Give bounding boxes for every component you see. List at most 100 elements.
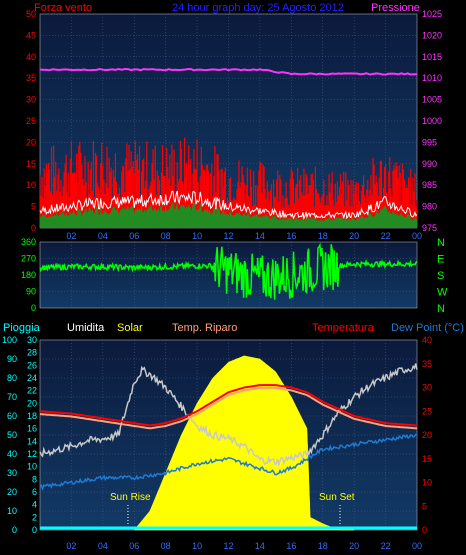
pressure-y-tick-label: 1010 — [422, 73, 442, 83]
compass-label: N — [437, 303, 445, 315]
wind-y-tick-label: 30 — [26, 95, 36, 105]
temperature-y-tick-label: 20 — [422, 430, 432, 440]
temperature-y-tick-label: 35 — [422, 359, 432, 369]
pressure-y-tick-label: 1020 — [422, 30, 442, 40]
rain-y-tick-label: 0 — [32, 525, 37, 535]
humidity-y-tick-label: 20 — [7, 487, 17, 497]
legend-rain: Pioggia — [3, 322, 41, 334]
dew-point-line — [39, 433, 418, 492]
x-tick-label-top: 10 — [192, 231, 202, 241]
humidity-y-tick-label: 90 — [7, 354, 17, 364]
wind-direction-line — [39, 242, 418, 300]
rain-y-tick-label: 12 — [27, 449, 37, 459]
x-tick-label-bottom: 02 — [66, 541, 76, 551]
rain-y-tick-label: 2 — [32, 512, 37, 522]
temperature-y-tick-label: 30 — [422, 383, 432, 393]
x-tick-label-top: 18 — [318, 231, 328, 241]
wind-y-tick-label: 45 — [26, 30, 36, 40]
rain-y-tick-label: 8 — [32, 474, 37, 484]
wind-y-tick-label: 5 — [31, 202, 36, 212]
temperature-y-tick-label: 40 — [422, 335, 432, 345]
sunrise-label: Sun Rise — [110, 492, 151, 503]
x-tick-label-bottom: 06 — [129, 541, 139, 551]
humidity-y-tick-label: 80 — [7, 373, 17, 383]
humidity-y-tick-label: 70 — [7, 392, 17, 402]
temperature-y-tick-label: 25 — [422, 406, 432, 416]
pressure-y-tick-label: 1015 — [422, 52, 442, 62]
sunset-label: Sun Set — [319, 492, 355, 503]
wind-y-tick-label: 50 — [26, 9, 36, 19]
rain-y-tick-label: 4 — [32, 500, 37, 510]
x-tick-label-bottom: 22 — [381, 541, 391, 551]
direction-y-tick-label: 90 — [26, 287, 36, 297]
wind-y-tick-label: 25 — [26, 116, 36, 126]
direction-y-tick-label: 360 — [21, 237, 36, 247]
direction-y-tick-label: 180 — [21, 270, 36, 280]
x-tick-label-top: 16 — [286, 231, 296, 241]
humidity-y-tick-label: 10 — [7, 506, 17, 516]
solar-area — [134, 355, 355, 531]
pressure-y-tick-label: 1005 — [422, 95, 442, 105]
compass-label: S — [437, 270, 444, 282]
temp-shade-line — [39, 387, 418, 430]
rain-y-tick-label: 6 — [32, 487, 37, 497]
wind-y-tick-label: 10 — [26, 180, 36, 190]
rain-y-tick-label: 20 — [27, 398, 37, 408]
rain-y-tick-label: 28 — [27, 348, 37, 358]
rain-y-tick-label: 16 — [27, 424, 37, 434]
wind-y-tick-label: 0 — [31, 223, 36, 233]
humidity-y-tick-label: 40 — [7, 449, 17, 459]
x-tick-label-bottom: 04 — [98, 541, 108, 551]
wind-title: Forza vento — [34, 2, 92, 14]
legend-temp-shade: Temp. Riparo — [172, 322, 237, 334]
pressure-y-tick-label: 1025 — [422, 9, 442, 19]
humidity-y-tick-label: 100 — [2, 335, 17, 345]
x-tick-label-top: 00 — [412, 231, 422, 241]
x-tick-label-bottom: 10 — [192, 541, 202, 551]
humidity-y-tick-label: 30 — [7, 468, 17, 478]
wind-y-tick-label: 15 — [26, 159, 36, 169]
axis-labels: 0202040406060808101012121414161618182020… — [2, 9, 448, 551]
temperature-y-tick-label: 5 — [422, 501, 427, 511]
rain-y-tick-label: 30 — [27, 335, 37, 345]
x-tick-label-top: 04 — [98, 231, 108, 241]
legend-temperature: Temperatura — [312, 322, 375, 334]
x-tick-label-bottom: 08 — [161, 541, 171, 551]
pressure-y-tick-label: 985 — [422, 180, 437, 190]
compass-label: E — [437, 254, 444, 266]
x-tick-label-top: 02 — [66, 231, 76, 241]
x-tick-label-bottom: 00 — [412, 541, 422, 551]
wind-y-tick-label: 35 — [26, 73, 36, 83]
rain-y-tick-label: 26 — [27, 360, 37, 370]
rain-y-tick-label: 24 — [27, 373, 37, 383]
legend-solar: Solar — [117, 322, 143, 334]
x-tick-label-top: 14 — [255, 231, 265, 241]
x-tick-label-bottom: 20 — [349, 541, 359, 551]
humidity-y-tick-label: 60 — [7, 411, 17, 421]
x-tick-label-top: 12 — [223, 231, 233, 241]
pressure-y-tick-label: 1000 — [422, 116, 442, 126]
pressure-line — [39, 67, 418, 76]
pressure-y-tick-label: 980 — [422, 202, 437, 212]
x-tick-label-top: 06 — [129, 231, 139, 241]
temperature-line — [39, 384, 418, 427]
wind-y-tick-label: 40 — [26, 52, 36, 62]
data-marks — [39, 67, 418, 531]
humidity-y-tick-label: 50 — [7, 430, 17, 440]
pressure-y-tick-label: 995 — [422, 137, 437, 147]
x-tick-label-top: 20 — [349, 231, 359, 241]
compass-label: N — [437, 237, 445, 249]
legend-humidity: Umidita — [67, 322, 105, 334]
rain-y-tick-label: 18 — [27, 411, 37, 421]
wind-average-line — [39, 190, 418, 221]
pressure-y-tick-label: 990 — [422, 159, 437, 169]
wind-average-fill — [40, 202, 417, 228]
x-tick-label-bottom: 14 — [255, 541, 265, 551]
x-tick-label-bottom: 16 — [286, 541, 296, 551]
compass-label: W — [437, 287, 448, 299]
temperature-y-tick-label: 15 — [422, 454, 432, 464]
x-tick-label-top: 08 — [161, 231, 171, 241]
direction-y-tick-label: 270 — [21, 254, 36, 264]
